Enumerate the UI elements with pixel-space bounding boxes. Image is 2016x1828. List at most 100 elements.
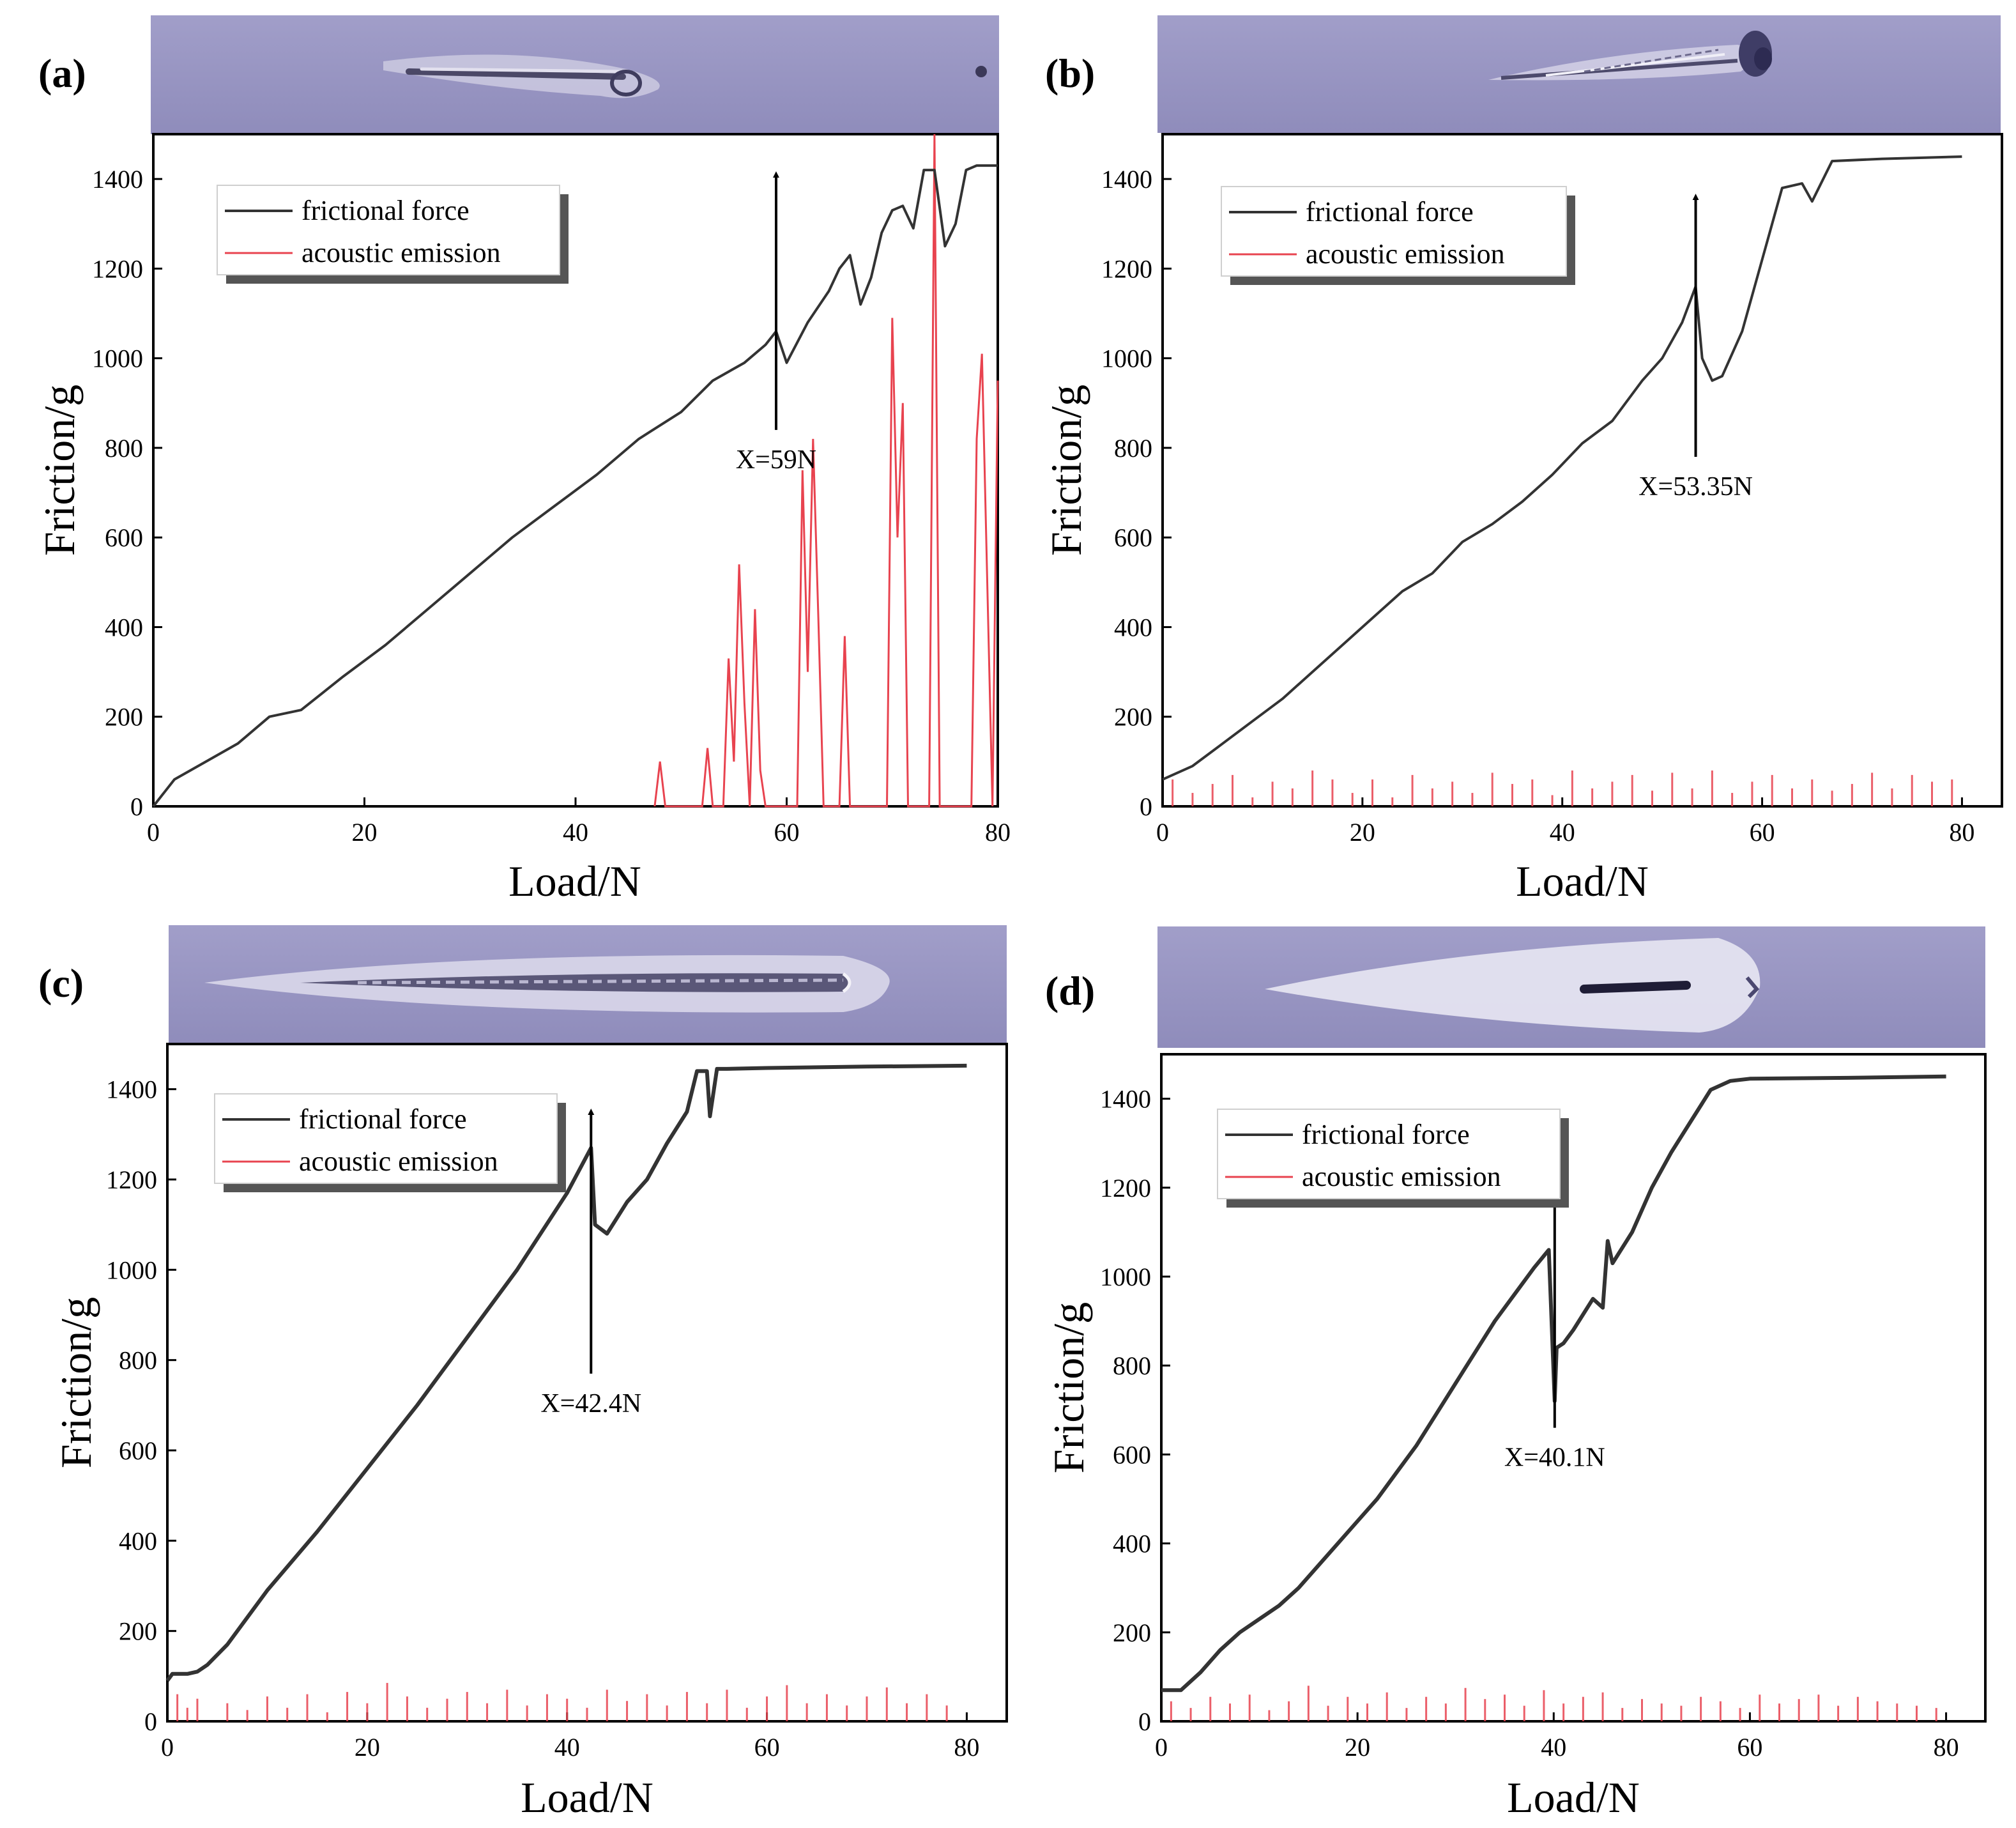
legend: frictional force acoustic emission xyxy=(1221,186,1575,285)
panel-d: (d) 0 20 40 60 800200400600800100012001400Lo… xyxy=(1044,926,1987,1822)
legend: frictional force acoustic emission xyxy=(217,185,569,284)
panel-label-c: (c) xyxy=(38,960,84,1006)
y-tick-label: 0 xyxy=(144,1707,157,1736)
frictional-force-line xyxy=(1161,1074,1946,1693)
legend-label-friction: frictional force xyxy=(299,1103,467,1135)
y-tick-label: 0 xyxy=(1140,792,1152,821)
critical-load-label: X=42.4N xyxy=(540,1389,641,1418)
x-tick-label: 60 xyxy=(1750,818,1775,847)
panel-a: (a) 0 20 40 60 800200400600800100012001400Lo… xyxy=(35,15,1011,905)
legend-box xyxy=(1221,186,1567,277)
y-tick-label: 800 xyxy=(1113,1351,1151,1380)
legend-label-friction: frictional force xyxy=(302,195,470,226)
micrograph-b xyxy=(1157,15,2001,133)
x-tick-label: 20 xyxy=(355,1733,380,1762)
legend-label-acoustic: acoustic emission xyxy=(1306,238,1505,270)
legend-box xyxy=(214,1093,558,1184)
y-tick-label: 1200 xyxy=(106,1165,157,1194)
micrograph-c xyxy=(169,925,1007,1044)
y-tick-label: 1400 xyxy=(1101,165,1152,194)
y-tick-label: 1200 xyxy=(1100,1174,1151,1202)
y-tick-label: 200 xyxy=(1114,703,1152,732)
legend-label-friction: frictional force xyxy=(1302,1119,1470,1150)
acoustic-emission-line xyxy=(653,134,999,808)
x-tick-label: 0 xyxy=(1156,818,1169,847)
x-tick-label: 80 xyxy=(1949,818,1974,847)
chart-a: 0 20 40 60 800200400600800100012001400Load/N… xyxy=(35,133,1011,905)
legend-label-friction: frictional force xyxy=(1306,196,1474,227)
x-axis-title: Load/N xyxy=(521,1773,653,1822)
x-tick-label: 60 xyxy=(754,1733,780,1762)
x-tick-label: 20 xyxy=(352,818,378,847)
panel-c: (c) 0 20 40 60 800200400600800100012001400Lo… xyxy=(38,925,1008,1822)
y-tick-label: 1000 xyxy=(106,1256,157,1284)
y-tick-label: 800 xyxy=(1114,434,1152,463)
frictional-force-line xyxy=(1162,155,1962,781)
frictional-force-line xyxy=(165,1063,967,1682)
y-tick-label: 1200 xyxy=(1101,254,1152,283)
chart-c: 0 20 40 60 800200400600800100012001400Load/N… xyxy=(52,1043,1008,1822)
x-tick-label: 80 xyxy=(1934,1733,1959,1762)
y-axis-title: Friction/g xyxy=(52,1297,100,1468)
y-tick-label: 1000 xyxy=(1100,1263,1151,1291)
x-tick-label: 0 xyxy=(147,818,160,847)
y-tick-label: 400 xyxy=(119,1526,157,1555)
y-axis-title: Friction/g xyxy=(1044,1302,1093,1473)
y-tick-label: 600 xyxy=(1114,523,1152,552)
chart-b: 0 20 40 60 800200400600800100012001400Load/N… xyxy=(1042,133,2003,905)
legend-label-acoustic: acoustic emission xyxy=(302,237,501,268)
legend-box xyxy=(217,185,560,275)
panel-b: (b) 0 20 40 60 800200400600800100012001400Lo… xyxy=(1042,15,2003,905)
y-axis-title: Friction/g xyxy=(1042,385,1090,556)
x-tick-label: 0 xyxy=(161,1733,174,1762)
critical-load-label: X=59N xyxy=(736,445,816,475)
y-tick-label: 1200 xyxy=(92,254,143,283)
y-tick-label: 200 xyxy=(1113,1618,1151,1647)
x-tick-label: 40 xyxy=(563,818,588,847)
y-tick-label: 1000 xyxy=(92,344,143,373)
y-tick-label: 600 xyxy=(119,1436,157,1465)
y-tick-label: 400 xyxy=(105,613,143,641)
x-tick-label: 0 xyxy=(1155,1733,1168,1762)
y-tick-label: 1000 xyxy=(1101,344,1152,373)
y-tick-label: 200 xyxy=(119,1617,157,1646)
panel-label-d: (d) xyxy=(1045,968,1095,1013)
legend-label-acoustic: acoustic emission xyxy=(299,1146,498,1177)
y-tick-label: 1400 xyxy=(106,1075,157,1104)
y-tick-label: 800 xyxy=(105,434,143,463)
legend: frictional force acoustic emission xyxy=(214,1093,566,1192)
panel-label-a: (a) xyxy=(38,50,86,96)
y-tick-label: 600 xyxy=(1113,1440,1151,1469)
micrograph-d xyxy=(1157,926,1985,1048)
y-tick-label: 200 xyxy=(105,703,143,732)
x-axis-title: Load/N xyxy=(1507,1773,1640,1822)
x-tick-label: 40 xyxy=(1541,1733,1566,1762)
critical-load-label: X=40.1N xyxy=(1504,1443,1605,1473)
x-tick-label: 80 xyxy=(954,1733,979,1762)
legend-box xyxy=(1217,1109,1561,1199)
y-axis-title: Friction/g xyxy=(35,385,84,556)
x-tick-label: 60 xyxy=(774,818,800,847)
y-tick-label: 400 xyxy=(1113,1530,1151,1558)
panel-label-b: (b) xyxy=(1045,50,1095,96)
x-tick-label: 20 xyxy=(1345,1733,1370,1762)
x-tick-label: 80 xyxy=(985,818,1011,847)
x-tick-label: 40 xyxy=(554,1733,580,1762)
legend: frictional force acoustic emission xyxy=(1217,1109,1569,1208)
y-tick-label: 400 xyxy=(1114,613,1152,641)
x-axis-title: Load/N xyxy=(508,857,641,905)
legend-label-acoustic: acoustic emission xyxy=(1302,1161,1501,1192)
x-tick-label: 40 xyxy=(1550,818,1575,847)
y-tick-label: 0 xyxy=(1138,1707,1151,1736)
chart-d: 0 20 40 60 800200400600800100012001400Load/N… xyxy=(1044,1053,1987,1822)
y-tick-label: 600 xyxy=(105,523,143,552)
micrograph-a xyxy=(151,15,999,134)
x-tick-label: 60 xyxy=(1737,1733,1762,1762)
y-tick-label: 0 xyxy=(130,792,143,821)
x-tick-label: 20 xyxy=(1350,818,1375,847)
critical-load-label: X=53.35N xyxy=(1638,472,1753,502)
y-tick-label: 1400 xyxy=(92,165,143,194)
y-tick-label: 1400 xyxy=(1100,1085,1151,1114)
y-tick-label: 800 xyxy=(119,1346,157,1375)
